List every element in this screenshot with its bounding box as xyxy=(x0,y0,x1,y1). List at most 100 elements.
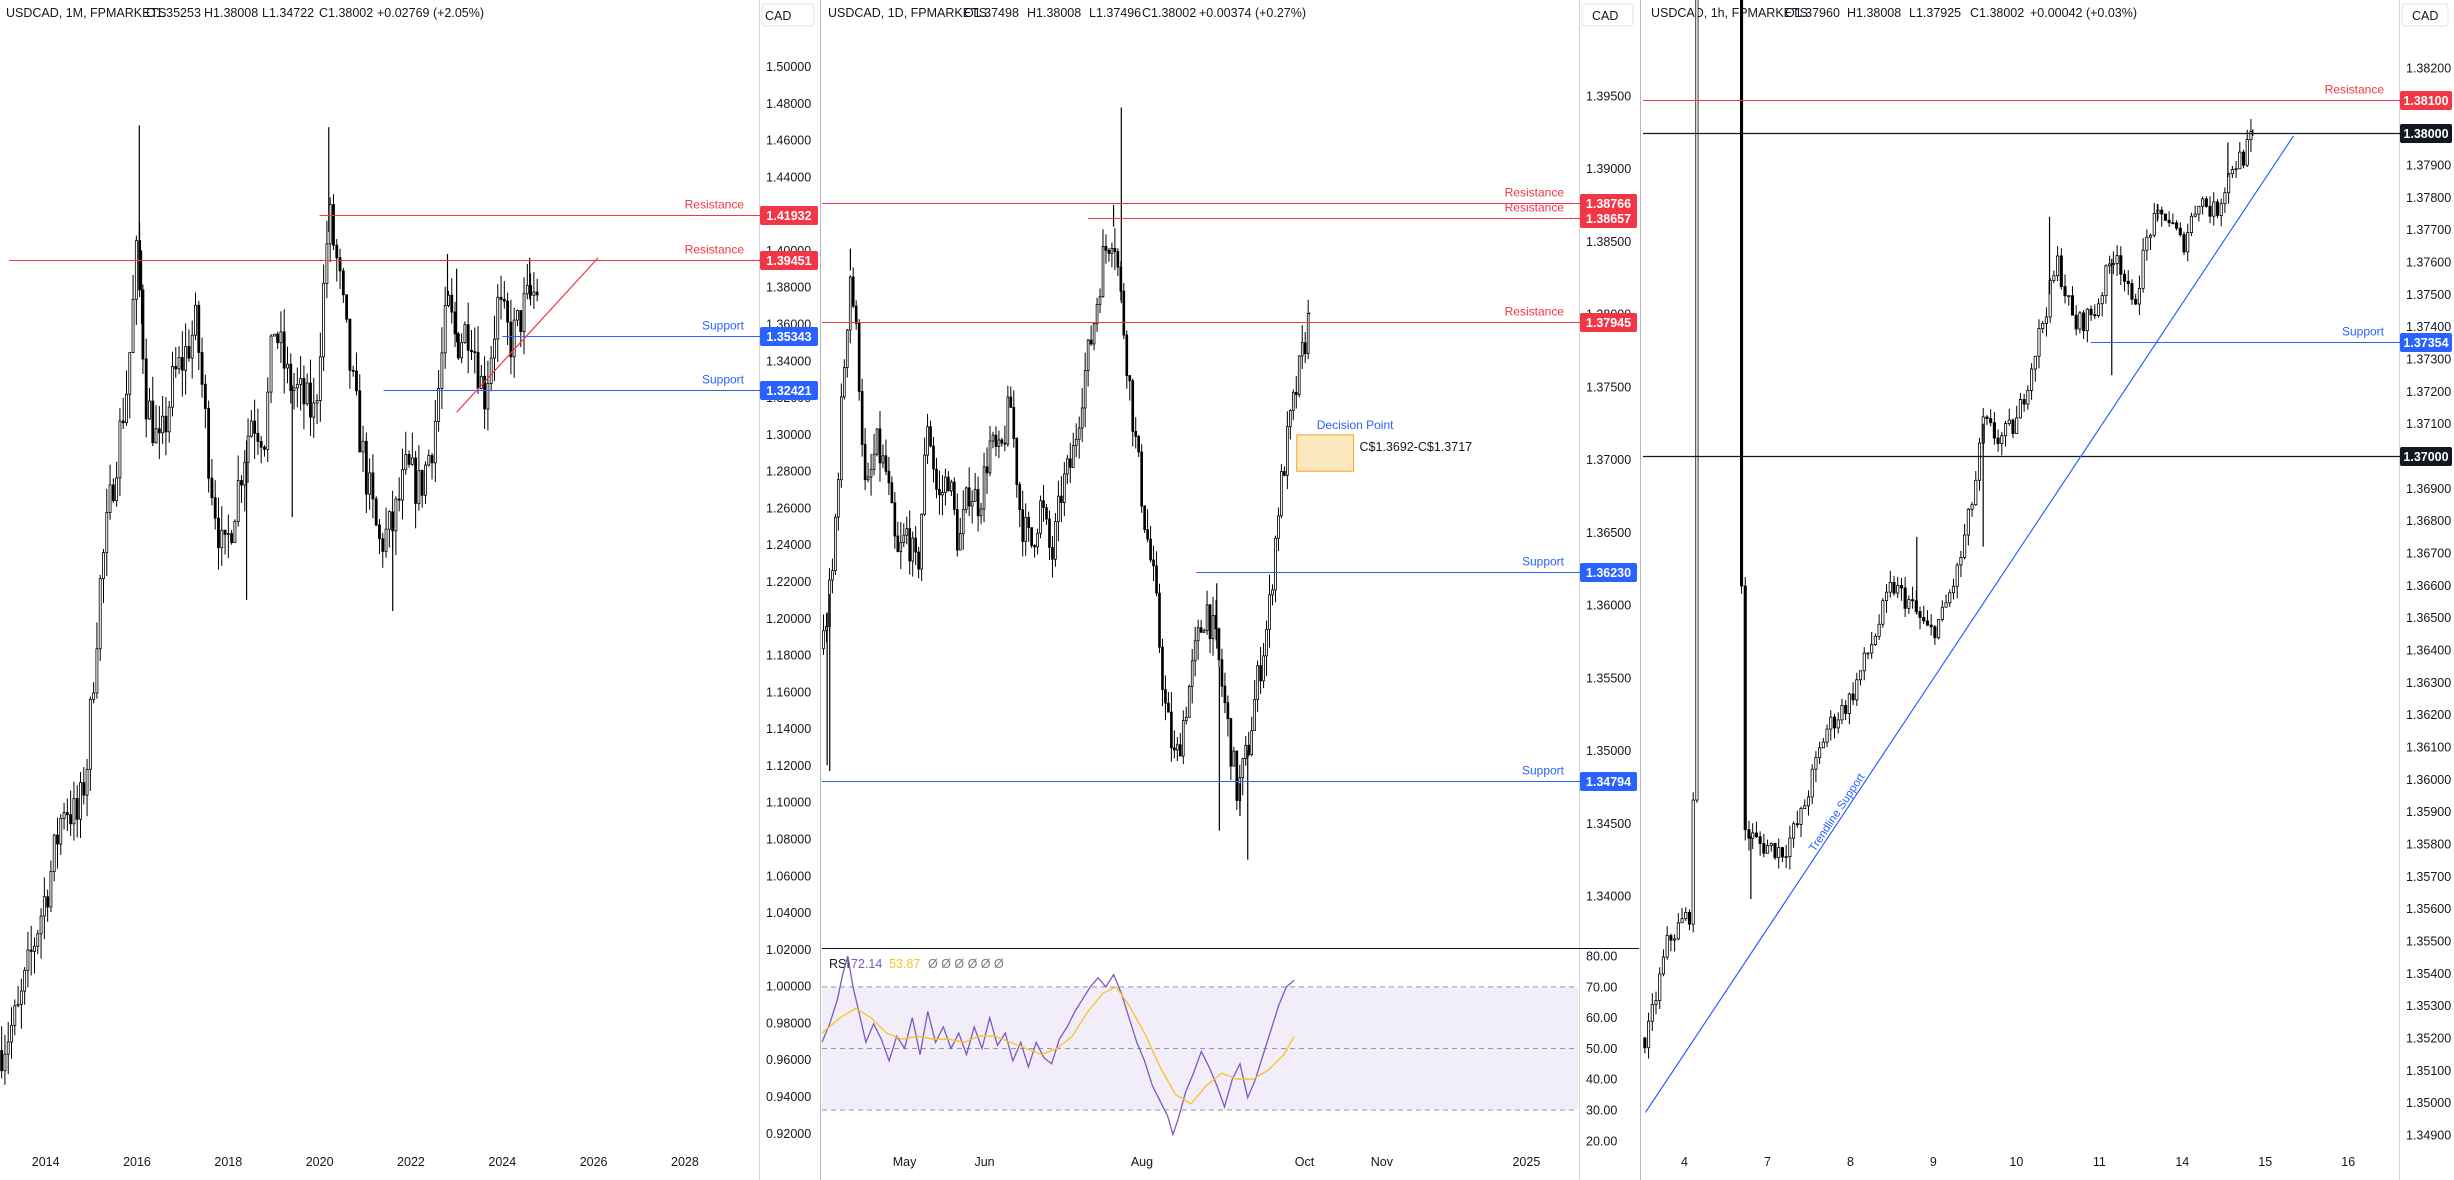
candle-body xyxy=(1107,249,1111,254)
price-tag xyxy=(2400,91,2452,110)
trendline[interactable] xyxy=(456,257,599,413)
decision-zone[interactable] xyxy=(1296,434,1355,472)
chart-header-open: O1.37960 xyxy=(1785,6,1840,20)
candle-body xyxy=(134,240,138,300)
candle-body xyxy=(1847,693,1851,714)
candle-body xyxy=(144,358,148,420)
candle-body xyxy=(1743,585,1747,831)
candle-body xyxy=(926,426,929,456)
candle-body xyxy=(845,329,849,368)
rsi-panel[interactable]: 80.00 70.00 60.00 50.00 40.00 30.00 20.00 xyxy=(821,948,1639,1149)
candle-body xyxy=(361,440,365,453)
candle-body xyxy=(1866,652,1870,655)
y-tick-label: 1.37600 xyxy=(2406,256,2451,270)
candle-body xyxy=(85,768,89,796)
candle-body xyxy=(1661,956,1666,975)
candle-body xyxy=(1110,247,1114,254)
candle-body xyxy=(1966,508,1970,536)
price-tag xyxy=(2400,447,2452,466)
candle-body xyxy=(266,391,270,450)
chart-layer-2: 1.38200 1.37900 1.37800 1.37700 1.37600 1.375… xyxy=(1643,0,2452,1180)
candle-body xyxy=(1306,312,1310,355)
price-tag xyxy=(760,327,818,346)
x-tick-label: 2028 xyxy=(671,1155,699,1169)
candle-body xyxy=(483,375,487,410)
candle-body xyxy=(276,333,280,344)
candle-body xyxy=(414,457,418,504)
candle-body xyxy=(899,542,903,552)
candle-body xyxy=(1955,564,1959,587)
candle-body xyxy=(988,440,992,474)
y-tick-label: 0.94000 xyxy=(766,1090,811,1104)
rsi-y-tick-label: 20.00 xyxy=(1586,1134,1617,1148)
candle-body xyxy=(118,420,122,479)
candle-body xyxy=(72,798,76,825)
candle-body xyxy=(1825,728,1829,743)
y-tick-label: 1.38200 xyxy=(2406,62,2451,76)
candle-body xyxy=(394,498,398,532)
chart-header-high: H1.38008 xyxy=(204,6,258,20)
rsi-y-tick-label: 70.00 xyxy=(1586,980,1617,994)
candle-body xyxy=(872,453,876,470)
panel-monthly[interactable]: USDCAD, 1M, FPMARKETS O1.35253 H1.38008 … xyxy=(6,6,791,23)
candle-body xyxy=(1137,435,1141,453)
y-tick-label: 1.36100 xyxy=(2406,741,2451,755)
rsi-ma-line xyxy=(821,986,1295,1105)
chart-header-symbol: USDCAD, 1h, FPMARKETS xyxy=(1651,6,1808,20)
x-tick-label: 2018 xyxy=(214,1155,242,1169)
currency-button[interactable] xyxy=(761,3,815,27)
candle-body xyxy=(2126,280,2130,284)
candle-body xyxy=(2152,213,2156,236)
candle-body xyxy=(1806,796,1811,807)
y-tick-label: 1.35000 xyxy=(1586,744,1631,758)
candle-body xyxy=(1244,744,1248,760)
candle-body xyxy=(929,426,932,447)
currency-button[interactable] xyxy=(1581,3,1634,27)
support-label: Support xyxy=(1522,555,1565,569)
panel-hourly[interactable]: USDCAD, 1h, FPMARKETS O1.37960 H1.38008 … xyxy=(1651,6,2438,23)
candle-body xyxy=(1181,720,1185,757)
candle-body xyxy=(890,482,894,504)
candle-body xyxy=(1892,581,1896,594)
candle-body xyxy=(502,299,506,302)
candle-body xyxy=(440,352,444,389)
candle-body xyxy=(1074,438,1078,446)
candle-body xyxy=(2022,399,2026,405)
candle-body xyxy=(401,469,404,501)
x-tick-label: 14 xyxy=(2175,1155,2189,1169)
candle-body xyxy=(1821,741,1825,749)
candle-body xyxy=(1963,534,1967,558)
x-tick-label: 8 xyxy=(1847,1155,1854,1169)
panel-daily[interactable]: USDCAD, 1D, FPMARKETS O1.37498 H1.38008 … xyxy=(828,6,1618,971)
candle-body xyxy=(1173,747,1176,751)
candle-body xyxy=(1184,716,1188,722)
candle-body xyxy=(1799,808,1803,825)
currency-button[interactable] xyxy=(2401,3,2449,27)
candle-body xyxy=(177,356,181,370)
y-tick-label: 1.37500 xyxy=(2406,288,2451,302)
y-tick-label: 1.22000 xyxy=(766,575,811,589)
candle-body xyxy=(351,369,355,372)
candle-body xyxy=(854,305,858,324)
candle-body xyxy=(200,352,204,385)
resistance-label: Resistance xyxy=(1505,305,1565,319)
candle-body xyxy=(1992,422,1996,439)
candle-body xyxy=(404,454,408,471)
trendline[interactable] xyxy=(1644,135,2294,1113)
candle-body xyxy=(1669,935,1673,941)
candle-body xyxy=(322,282,326,358)
candle-body xyxy=(869,468,873,478)
candle-body xyxy=(1985,416,1989,419)
candle-body xyxy=(985,466,989,474)
candle-body xyxy=(378,524,381,540)
candle-body xyxy=(368,472,372,495)
candle-body xyxy=(1788,837,1792,858)
candle-body xyxy=(991,434,995,442)
candle-body xyxy=(456,333,460,359)
candle-body xyxy=(967,487,971,507)
candle-body xyxy=(2130,283,2134,300)
candle-body xyxy=(1054,521,1057,560)
price-tag-label: 1.36230 xyxy=(1586,566,1631,580)
candle-body xyxy=(272,333,276,337)
candle-body xyxy=(2245,139,2249,166)
